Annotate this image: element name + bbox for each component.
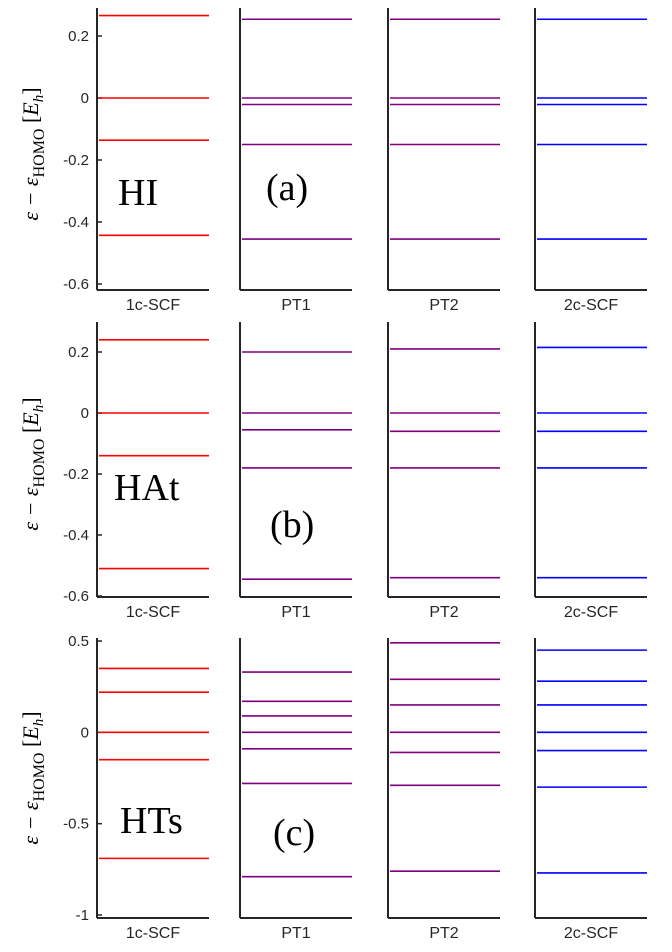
y-tick-label: 0.2	[68, 344, 89, 361]
y-tick-label: -0.6	[63, 588, 89, 605]
method-label-1c-scf: 1c-SCF	[126, 297, 180, 314]
panel-2: ε − εHOMO [Eh] 0.5 0 -0.5 -1 1c-SCF PT1 PT2 2c-S…	[18, 633, 647, 942]
y-tick-label: 0.5	[68, 633, 89, 650]
panel-1: ε − εHOMO [Eh] 0.2 0 -0.2 -0.4 -0.6 1c-SCF PT1 P…	[18, 322, 647, 621]
y-tick-label: 0.2	[68, 28, 89, 45]
molecule-label: HI	[118, 172, 158, 214]
molecule-label: HAt	[114, 467, 180, 509]
panel-letter: (a)	[266, 167, 308, 209]
method-label-1c-scf: 1c-SCF	[126, 925, 180, 942]
method-label-pt2: PT2	[429, 925, 458, 942]
y-axis-label: ε − εHOMO [Eh]	[18, 711, 48, 844]
y-tick-label: 0	[81, 405, 89, 422]
method-label-pt2: PT2	[429, 604, 458, 621]
y-tick-label: 0	[81, 724, 89, 741]
method-label-2c-scf: 2c-SCF	[564, 297, 618, 314]
y-tick-label: -0.5	[63, 816, 89, 833]
y-axis-label: ε − εHOMO [Eh]	[18, 397, 48, 530]
y-tick-label: -0.4	[63, 214, 89, 231]
y-tick-label: -1	[76, 907, 89, 924]
panel-0: ε − εHOMO [Eh] 0.2 0 -0.2 -0.4 -0.6 1c-SCF PT1 P…	[18, 8, 647, 314]
method-label-pt2: PT2	[429, 297, 458, 314]
y-tick-label: -0.6	[63, 276, 89, 293]
method-label-2c-scf: 2c-SCF	[564, 604, 618, 621]
method-label-pt1: PT1	[281, 604, 310, 621]
molecule-label: HTs	[120, 800, 183, 842]
panel-letter: (c)	[273, 812, 315, 854]
y-tick-label: 0	[81, 90, 89, 107]
y-tick-label: -0.4	[63, 527, 89, 544]
y-tick-label: -0.2	[63, 152, 89, 169]
panel-letter: (b)	[270, 504, 314, 546]
y-tick-label: -0.2	[63, 466, 89, 483]
method-label-pt1: PT1	[281, 925, 310, 942]
method-label-1c-scf: 1c-SCF	[126, 604, 180, 621]
method-label-2c-scf: 2c-SCF	[564, 925, 618, 942]
method-label-pt1: PT1	[281, 297, 310, 314]
y-axis-label: ε − εHOMO [Eh]	[18, 87, 48, 220]
